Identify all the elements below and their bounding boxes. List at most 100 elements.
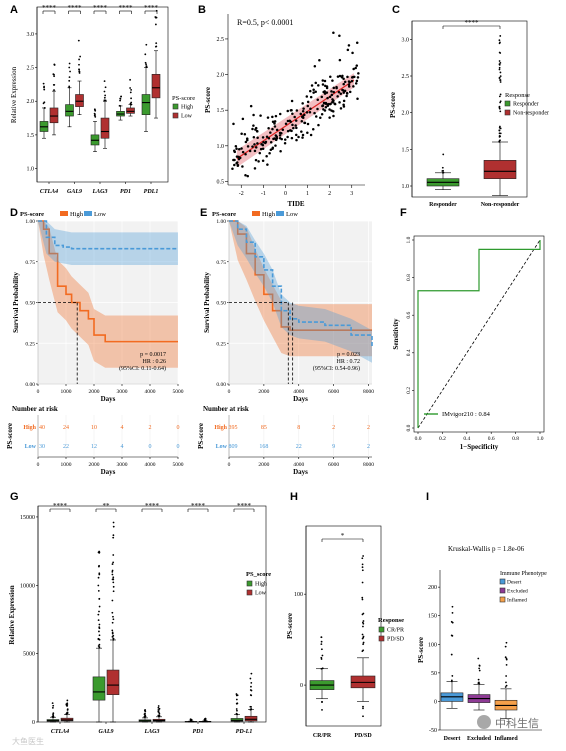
panel-a-box-low-outlier (53, 75, 56, 78)
panel-b-point (288, 119, 292, 123)
panel-g-box-low-outlier (249, 694, 252, 696)
panel-b-point (260, 143, 263, 146)
y-tick-label: 50 (431, 671, 437, 677)
panel-b-point (338, 34, 341, 38)
risk-value: 0 (177, 425, 180, 431)
panel-c-box-nonresponder-outlier (498, 132, 501, 135)
panel-b-point (240, 132, 243, 135)
panel-b-point (286, 135, 289, 139)
panel-b-point (244, 153, 247, 156)
panel-b-point (305, 95, 309, 98)
xlabel: Days (101, 395, 116, 403)
y-tick-label: 1.00 (25, 219, 35, 225)
y-tick-label: 0.75 (25, 260, 35, 266)
panel-a-box-low-outlier (130, 101, 133, 104)
y-tick-label: 150 (428, 614, 437, 620)
panel-g-legend-label: High (255, 582, 267, 588)
panel-b-point (323, 79, 327, 83)
panel-b-point (356, 76, 360, 79)
panel-b-point (332, 90, 336, 94)
panel-b-point (254, 158, 258, 162)
panel-g-box-low-outlier (66, 702, 69, 705)
panel-a-box-low-outlier (103, 96, 106, 99)
panel-i-x-label: Excluded (467, 736, 492, 742)
panel-a-sig: **** (93, 4, 108, 12)
panel-b-point (281, 128, 285, 132)
km-curve-low (229, 220, 373, 347)
panel-b-point (322, 101, 326, 105)
panel-i-legend-title: Immune Phenotype (500, 571, 547, 577)
panel-c-box-nonresponder-outlier (498, 126, 501, 129)
panel-c-box-nonresponder-outlier (498, 95, 501, 98)
panel-letter-a: A (10, 4, 18, 16)
y-tick-label: 0.75 (216, 260, 226, 266)
panel-a-box-low-outlier (103, 80, 106, 83)
x-tick-label: 8000 (363, 389, 374, 395)
panel-b-point (294, 124, 297, 127)
y-tick-label: 200 (428, 585, 437, 591)
y-tick-label: 0.50 (25, 301, 35, 307)
panel-f-xlabel: 1−Specificity (460, 443, 499, 451)
panel-b-point (332, 86, 336, 90)
panel-a-box-high-outlier (119, 99, 121, 102)
panel-h-legend-pdsd (378, 635, 385, 642)
panel-a-gene-label: LAG3 (92, 189, 108, 195)
panel-b-point (237, 155, 240, 159)
panel-b-point (326, 96, 329, 100)
panel-c-box-nonresponder-outlier (498, 134, 501, 137)
xlabel: Days (293, 395, 308, 403)
panel-c-box-nonresponder-outlier (499, 71, 502, 74)
panel-b-point (273, 122, 276, 125)
panel-a-box-low-outlier (104, 94, 107, 97)
panel-a-box-low-outlier (130, 88, 133, 91)
panel-i-annotation: Kruskal-Wallis p = 1.8e-06 (448, 545, 525, 553)
panel-a-box-high-outlier (119, 97, 122, 100)
panel-b-point (339, 107, 343, 110)
y-tick-label: 0.5 (217, 179, 225, 185)
panel-c-box-responder-outlier (442, 153, 445, 156)
panel-g-gene-label: LAG3 (144, 729, 160, 735)
km-ci-low (38, 221, 178, 266)
panel-a-gene-label: GAL9 (67, 189, 82, 195)
risk-x-tick-label: 4000 (145, 462, 156, 468)
panel-d-legend-title: PS-score (20, 211, 44, 218)
panel-g-box-high-outlier (51, 702, 54, 705)
panel-i-legend-label: Inflamed (507, 597, 527, 604)
panel-b-point (305, 111, 309, 114)
panel-g-box-high-outlier (98, 597, 101, 600)
panel-b-point (356, 97, 359, 101)
panel-b-point (324, 102, 328, 106)
panel-a-box-low-outlier (130, 103, 133, 106)
panel-g-legend-label: Low (255, 591, 267, 597)
panel-i-box-inflamed-outlier (504, 645, 507, 648)
panel-g-box-low-outlier (111, 599, 114, 602)
panel-b-point (314, 115, 318, 118)
panel-i-box-excluded-outlier (477, 657, 480, 660)
risk-x-tick-label: 2000 (89, 462, 100, 468)
stat-text: HR : 0.72 (336, 359, 360, 365)
panel-b-point (329, 102, 332, 106)
y-tick-label: 100 (294, 592, 303, 598)
y-tick-label: 1.5 (217, 108, 225, 114)
panel-h-box-pdsd-outlier (361, 613, 364, 616)
x-tick-label: 0 (37, 389, 40, 395)
panel-b-point (300, 120, 304, 123)
panel-g-box-low-outlier (250, 672, 253, 675)
panel-b-point (235, 147, 238, 151)
y-tick-label: 1.0 (406, 236, 412, 243)
panel-b-point (306, 104, 310, 108)
panel-a-box-low-outlier (78, 58, 80, 61)
y-tick-label: 2.5 (27, 66, 35, 72)
risk-x-tick-label: 6000 (328, 462, 339, 468)
panel-h-box-pdsd-outlier (361, 566, 364, 569)
watermark-group: 中科生信 (477, 715, 539, 730)
panel-c-box-nonresponder-outlier (498, 129, 501, 132)
panel-i-box-inflamed-outlier (504, 656, 507, 659)
panel-c-legend-nonresponder (504, 109, 511, 116)
panel-b-point (246, 145, 250, 148)
panel-g-box-low-outlier (111, 573, 114, 576)
panel-b-point (327, 102, 330, 106)
panel-g-box-high-outlier (52, 704, 55, 707)
risk-value: 22 (63, 444, 69, 450)
panel-i-box-inflamed-outlier (505, 681, 507, 684)
